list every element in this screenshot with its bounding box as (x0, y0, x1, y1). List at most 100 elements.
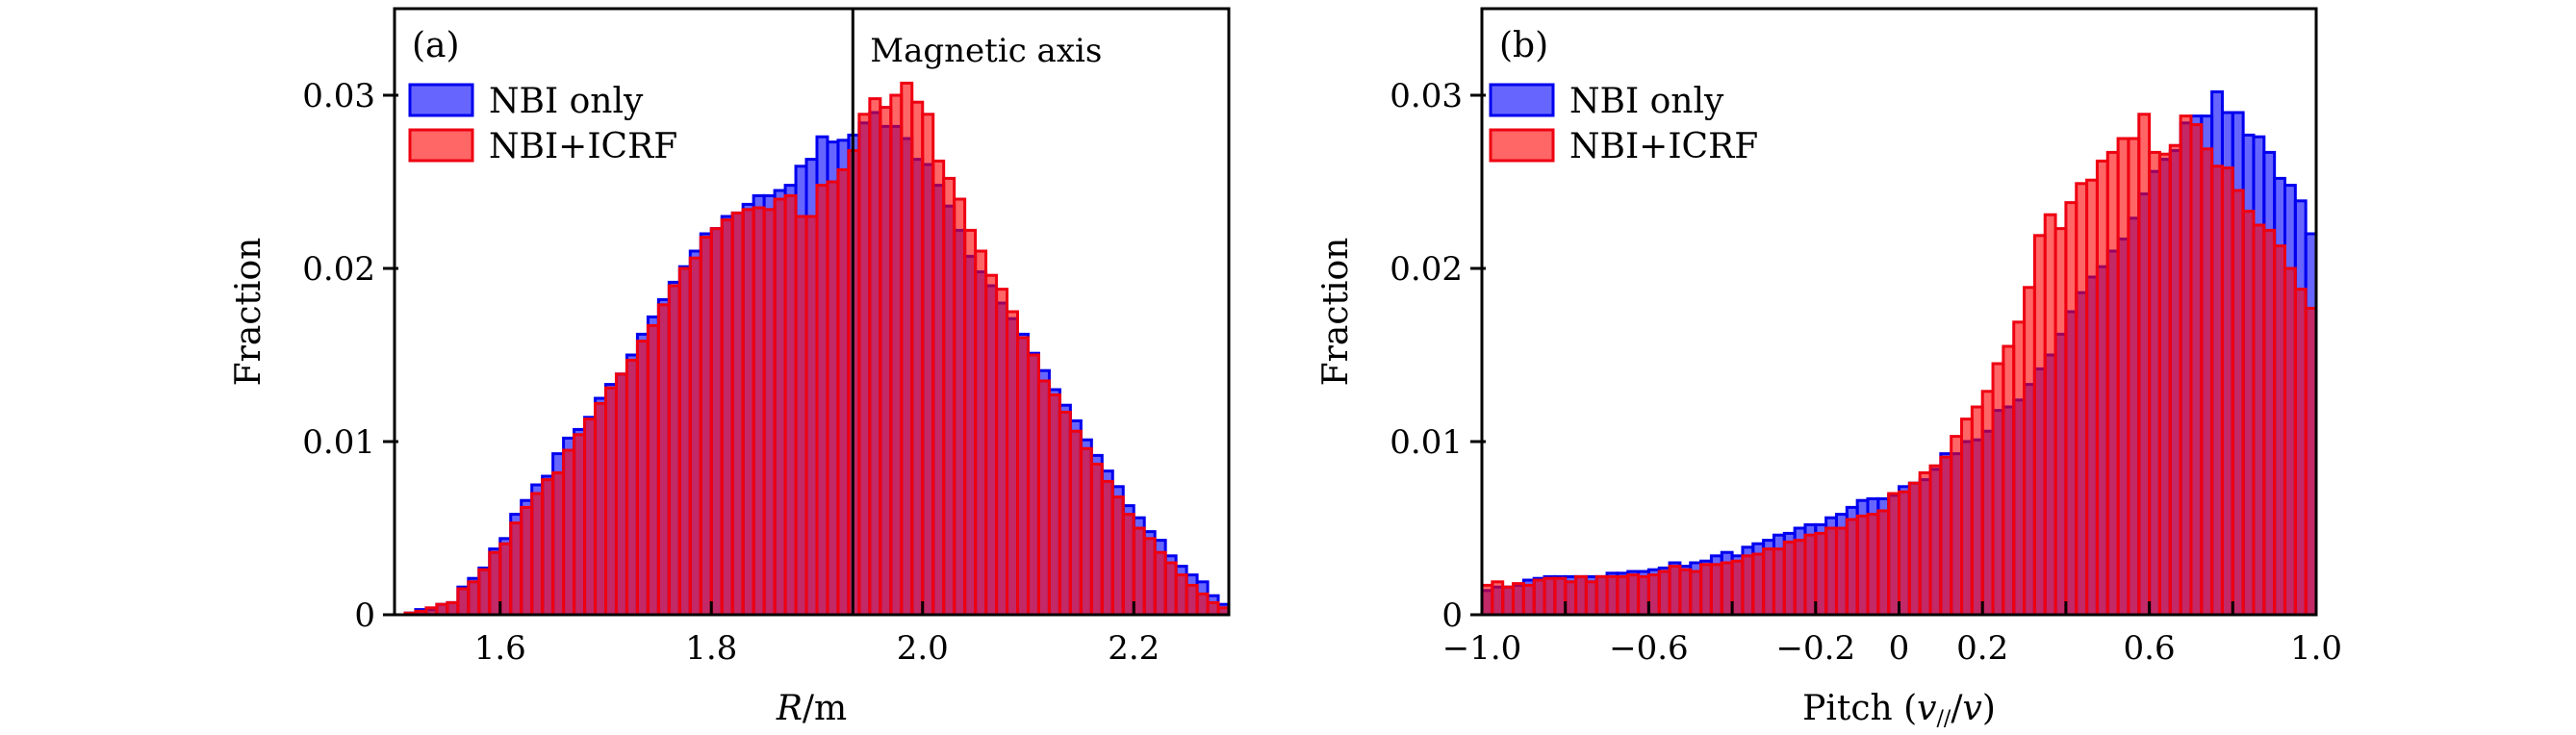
nbi-icrf-bar (879, 106, 893, 617)
nbi-icrf-bar (963, 228, 978, 617)
nbi-icrf-bar (931, 159, 946, 617)
nbi-icrf-bar (2116, 137, 2130, 617)
nbi-icrf-bar (2241, 210, 2256, 617)
nbi-icrf-bar (1928, 464, 1943, 617)
nbi-icrf-bar (1491, 580, 1505, 617)
nbi-icrf-bar (614, 372, 628, 617)
nbi-icrf-bar (995, 288, 1009, 617)
nbi-icrf-bar (889, 93, 904, 617)
nbi-icrf-bar (783, 193, 798, 617)
nbi-icrf-bar (2157, 152, 2172, 617)
nbi-icrf-bar (551, 470, 566, 617)
nbi-icrf-bar (1834, 526, 1849, 617)
nbi-icrf-bar (1793, 539, 1807, 617)
x-tick-label: 1.0 (2290, 629, 2342, 668)
nbi-icrf-bar (688, 256, 702, 617)
nbi-icrf-bar (1751, 552, 1766, 617)
nbi-icrf-bar (1720, 561, 1734, 617)
nbi-icrf-bar (1543, 576, 1557, 617)
nbi-icrf-bar (2304, 306, 2318, 617)
nbi-icrf-bar (2095, 159, 2109, 617)
nbi-icrf-bar (984, 273, 999, 617)
nbi-icrf-bar (730, 211, 745, 617)
nbi-icrf-bar (2148, 150, 2161, 617)
nbi-icrf-bar (1110, 495, 1125, 617)
nbi-icrf-bar (794, 215, 808, 617)
nbi-icrf-bar (446, 600, 460, 617)
nbi-icrf-bar (1616, 574, 1630, 617)
nbi-icrf-bar (2231, 189, 2245, 617)
nbi-icrf-bar (1100, 479, 1114, 617)
nbi-icrf-bar (752, 206, 766, 617)
nbi-icrf-bar (1782, 540, 1797, 617)
nbi-icrf-bar (2012, 320, 2027, 617)
nbi-icrf-bar (1574, 574, 1588, 617)
nbi-icrf-bar (467, 580, 481, 617)
panel-a-x-axis-label: R/m (776, 689, 847, 728)
x-tick-label: 1.8 (685, 629, 737, 668)
nbi-icrf-bar (1564, 580, 1578, 617)
nbi-icrf-bar (2023, 286, 2036, 617)
panel-a-y-axis-label: Fraction (229, 238, 268, 387)
nbi-icrf-bar (1876, 509, 1891, 617)
nbi-icrf-bar (773, 197, 787, 617)
y-tick-label: 0 (354, 596, 375, 635)
nbi-icrf-bar (2032, 234, 2047, 617)
nbi-icrf-bar (942, 176, 956, 617)
legend-swatch-nbi-icrf (408, 128, 474, 163)
nbi-icrf-bar (1637, 574, 1650, 617)
legend-swatch-nbi-only (1489, 83, 1555, 117)
legend-swatch-nbi-only (408, 83, 474, 117)
nbi-icrf-bar (2105, 150, 2120, 617)
nbi-icrf-bar (1814, 531, 1828, 617)
x-tick-label: 2.2 (1108, 629, 1160, 668)
x-tick-label: 0.2 (1956, 629, 2008, 668)
nbi-icrf-bar (1068, 429, 1083, 617)
nbi-icrf-bar (1584, 580, 1598, 617)
y-tick-label: 0.01 (302, 423, 375, 462)
x-tick-label: −0.6 (1609, 629, 1689, 668)
nbi-icrf-bar (2168, 143, 2182, 617)
x-tick-label: −1.0 (1442, 629, 1522, 668)
nbi-icrf-bar (2283, 266, 2297, 617)
nbi-icrf-bar (1762, 547, 1775, 617)
nbi-icrf-bar (2137, 113, 2152, 617)
nbi-icrf-bar (520, 505, 534, 617)
nbi-icrf-bar (530, 492, 545, 617)
nbi-icrf-bar (1855, 514, 1870, 617)
nbi-icrf-bar (646, 323, 660, 617)
nbi-icrf-bar (1501, 585, 1516, 617)
nbi-icrf-bar (2189, 123, 2204, 617)
panel-a-frame (393, 7, 1231, 617)
nbi-icrf-bar (2262, 228, 2277, 617)
nbi-icrf-bar (1016, 336, 1030, 617)
nbi-icrf-bar (1079, 446, 1093, 617)
nbi-icrf-bar (2273, 244, 2286, 617)
nbi-icrf-bar (1089, 462, 1104, 617)
nbi-icrf-bar (1532, 578, 1546, 617)
legend-label-nbi-icrf: NBI+ICRF (1569, 127, 1758, 166)
nbi-icrf-bar (2002, 344, 2016, 617)
nbi-icrf-bar (1689, 570, 1703, 617)
nbi-icrf-bar (1206, 600, 1220, 617)
nbi-icrf-bar (1907, 481, 1922, 617)
legend-label-nbi-only: NBI only (489, 82, 644, 121)
nbi-icrf-bar (709, 227, 724, 617)
nbi-icrf-bar (2053, 227, 2068, 617)
nbi-icrf-bar (1153, 550, 1167, 617)
nbi-icrf-bar (2252, 223, 2266, 617)
x-tick-label: 0.6 (2124, 629, 2176, 668)
nbi-icrf-bar (1991, 362, 2005, 617)
nbi-icrf-bar (1709, 563, 1723, 617)
legend-label-nbi-icrf: NBI+ICRF (489, 127, 677, 166)
nbi-icrf-bar (1163, 561, 1178, 617)
nbi-icrf-bar (509, 521, 523, 617)
x-tick-label: 2.0 (897, 629, 949, 668)
nbi-icrf-bar (836, 167, 851, 617)
nbi-icrf-bar (1887, 492, 1901, 617)
nbi-icrf-bar (1026, 353, 1040, 617)
nbi-icrf-bar (488, 550, 502, 617)
nbi-icrf-bar (667, 284, 681, 617)
nbi-icrf-bar (1058, 410, 1072, 617)
